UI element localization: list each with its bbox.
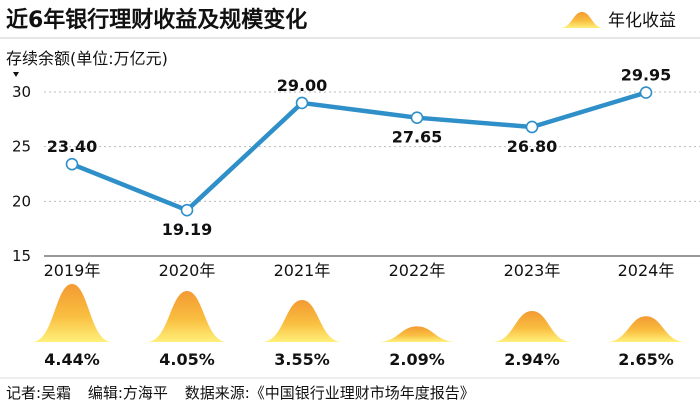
- data-point: [639, 86, 653, 99]
- yield-bump: [492, 311, 572, 342]
- yield-bump: [377, 326, 457, 342]
- data-label: 29.95: [621, 66, 672, 85]
- y-axis-label: 存续余额(单位:万亿元): [6, 49, 168, 68]
- y-ticks: 15 20 25 30: [12, 83, 31, 265]
- yield-label: 3.55%: [274, 350, 330, 369]
- data-point: [410, 111, 424, 124]
- yield-label: 2.09%: [389, 350, 445, 369]
- yield-bump: [606, 316, 686, 342]
- x-tick-labels: 2019年 2020年 2021年 2022年 2023年 2024年: [44, 261, 675, 280]
- yield-bump: [147, 291, 227, 342]
- data-point: [295, 96, 309, 110]
- legend-label: 年化收益: [608, 11, 676, 31]
- data-points: [65, 86, 653, 217]
- yield-label: 4.05%: [159, 350, 215, 369]
- y-tick-label: 15: [12, 247, 31, 265]
- data-label: 23.40: [47, 137, 98, 156]
- yield-bump: [32, 284, 112, 342]
- data-point: [180, 203, 194, 217]
- gridlines: [44, 91, 700, 202]
- data-label: 19.19: [162, 220, 213, 239]
- footer-reporter: 记者:吴霜: [6, 384, 71, 402]
- y-tick-label: 20: [12, 192, 31, 210]
- x-tick-label: 2020年: [159, 261, 216, 280]
- legend-swatch-icon: [560, 12, 604, 28]
- data-point: [525, 120, 539, 134]
- x-tick-label: 2022年: [389, 261, 446, 280]
- x-tick-label: 2024年: [618, 261, 675, 280]
- data-label: 27.65: [392, 128, 443, 147]
- yield-label: 2.94%: [504, 350, 560, 369]
- chart-title: 近6年银行理财收益及规模变化: [6, 7, 307, 33]
- yield-bump: [262, 300, 342, 342]
- y-axis-arrow-icon: [13, 72, 19, 77]
- x-tick-label: 2019年: [44, 261, 101, 280]
- yield-labels: 4.44% 4.05% 3.55% 2.09% 2.94% 2.65%: [44, 350, 674, 369]
- x-tick-label: 2023年: [504, 261, 561, 280]
- y-tick-label: 30: [12, 83, 31, 101]
- data-label: 26.80: [507, 137, 558, 156]
- yield-bumps: [32, 284, 686, 342]
- balance-series-line: [69, 90, 649, 213]
- x-tick-label: 2021年: [274, 261, 331, 280]
- y-tick-label: 25: [12, 138, 31, 156]
- data-labels: 23.40 19.19 29.00 27.65 26.80 29.95: [47, 66, 672, 240]
- yield-label: 4.44%: [44, 350, 100, 369]
- footer-credits: 记者:吴霜 编辑:方海平 数据来源:《中国银行业理财市场年度报告》: [6, 384, 475, 402]
- data-label: 29.00: [277, 76, 328, 95]
- data-point: [65, 157, 79, 171]
- footer-source: 数据来源:《中国银行业理财市场年度报告》: [185, 384, 475, 402]
- yield-label: 2.65%: [618, 350, 674, 369]
- footer-editor: 编辑:方海平: [88, 384, 168, 402]
